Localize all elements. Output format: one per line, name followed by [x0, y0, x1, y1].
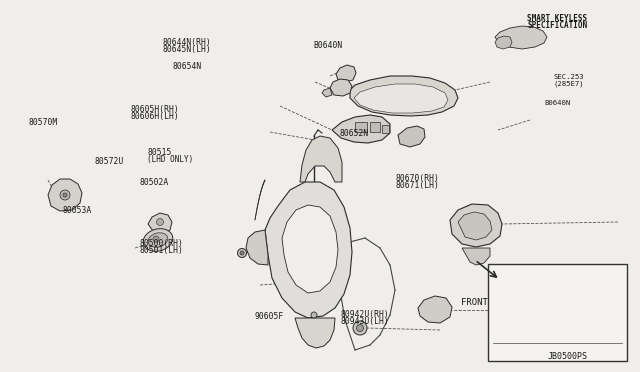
Text: SEC.253: SEC.253 [554, 74, 584, 80]
Text: 80501(LH): 80501(LH) [140, 246, 184, 255]
Circle shape [237, 248, 246, 257]
Text: 80654N: 80654N [172, 62, 202, 71]
Polygon shape [265, 182, 352, 318]
Polygon shape [336, 65, 356, 82]
Polygon shape [495, 36, 512, 49]
Polygon shape [462, 248, 490, 265]
Polygon shape [48, 179, 82, 211]
Polygon shape [458, 212, 492, 240]
Polygon shape [246, 230, 268, 265]
Text: 80652N: 80652N [339, 129, 369, 138]
Ellipse shape [148, 233, 168, 247]
Polygon shape [450, 204, 502, 247]
Polygon shape [322, 88, 332, 97]
Circle shape [353, 321, 367, 335]
Text: B0640N: B0640N [314, 41, 343, 50]
Text: FRONT: FRONT [461, 298, 488, 307]
Text: JB0500PS: JB0500PS [547, 352, 588, 361]
Text: 80502A: 80502A [140, 178, 169, 187]
Polygon shape [398, 126, 425, 147]
Text: 80572U: 80572U [95, 157, 124, 166]
Polygon shape [330, 79, 352, 96]
Polygon shape [300, 136, 342, 182]
Polygon shape [418, 296, 452, 323]
Polygon shape [495, 26, 547, 49]
Circle shape [157, 218, 163, 225]
Text: 80943U(LH): 80943U(LH) [340, 317, 389, 326]
Text: 80645N(LH): 80645N(LH) [163, 45, 211, 54]
Circle shape [356, 324, 364, 331]
Text: 80942U(RH): 80942U(RH) [340, 310, 389, 319]
Circle shape [240, 251, 244, 255]
Polygon shape [148, 213, 172, 234]
Ellipse shape [143, 229, 173, 251]
Polygon shape [354, 84, 448, 113]
Text: 80500(RH): 80500(RH) [140, 239, 184, 248]
Text: (285E7): (285E7) [554, 80, 584, 87]
Text: 80515: 80515 [147, 148, 172, 157]
Text: SMART KEYLESS: SMART KEYLESS [527, 14, 588, 23]
Text: 80605H(RH): 80605H(RH) [131, 105, 179, 114]
Text: 80606H(LH): 80606H(LH) [131, 112, 179, 121]
Text: 80671(LH): 80671(LH) [396, 181, 440, 190]
Bar [382, 125, 389, 133]
Text: 80570M: 80570M [29, 118, 58, 127]
Circle shape [153, 236, 159, 242]
Bar [370, 122, 380, 132]
Text: 90605F: 90605F [255, 312, 284, 321]
Polygon shape [350, 76, 458, 116]
Bar [355, 122, 367, 132]
Polygon shape [295, 318, 335, 348]
Circle shape [311, 312, 317, 318]
Text: 80644N(RH): 80644N(RH) [163, 38, 211, 47]
Polygon shape [282, 205, 338, 293]
Polygon shape [332, 115, 390, 143]
Text: SPECIFICATION: SPECIFICATION [527, 21, 588, 30]
Bar [488, 264, 627, 361]
Text: 80053A: 80053A [63, 206, 92, 215]
Text: B0640N: B0640N [544, 100, 571, 106]
Text: 80670(RH): 80670(RH) [396, 174, 440, 183]
Circle shape [63, 193, 67, 197]
Text: (LHD ONLY): (LHD ONLY) [147, 155, 193, 164]
Circle shape [60, 190, 70, 200]
